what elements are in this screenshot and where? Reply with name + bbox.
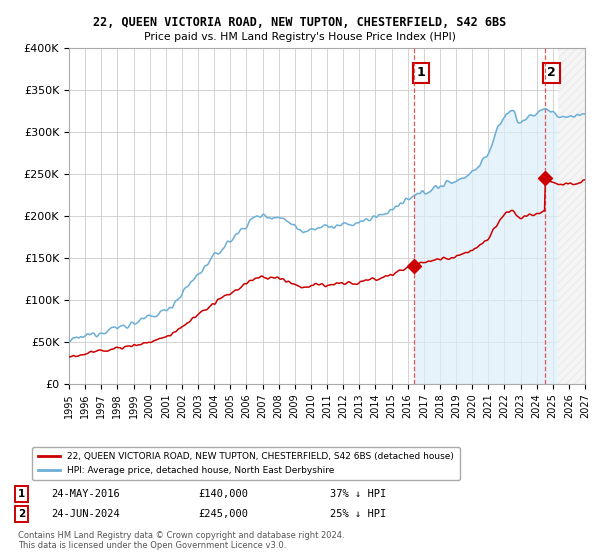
Text: Contains HM Land Registry data © Crown copyright and database right 2024.
This d: Contains HM Land Registry data © Crown c… [18, 530, 344, 550]
Legend: 22, QUEEN VICTORIA ROAD, NEW TUPTON, CHESTERFIELD, S42 6BS (detached house), HPI: 22, QUEEN VICTORIA ROAD, NEW TUPTON, CHE… [32, 447, 460, 480]
Text: 24-JUN-2024: 24-JUN-2024 [51, 509, 120, 519]
Text: 2: 2 [18, 509, 25, 519]
Text: 22, QUEEN VICTORIA ROAD, NEW TUPTON, CHESTERFIELD, S42 6BS: 22, QUEEN VICTORIA ROAD, NEW TUPTON, CHE… [94, 16, 506, 29]
Text: £140,000: £140,000 [198, 489, 248, 499]
Text: 25% ↓ HPI: 25% ↓ HPI [330, 509, 386, 519]
Text: 2: 2 [547, 66, 556, 80]
Text: 1: 1 [18, 489, 25, 499]
Text: 1: 1 [416, 66, 425, 80]
Text: 24-MAY-2016: 24-MAY-2016 [51, 489, 120, 499]
Text: 37% ↓ HPI: 37% ↓ HPI [330, 489, 386, 499]
Text: £245,000: £245,000 [198, 509, 248, 519]
Text: Price paid vs. HM Land Registry's House Price Index (HPI): Price paid vs. HM Land Registry's House … [144, 32, 456, 43]
